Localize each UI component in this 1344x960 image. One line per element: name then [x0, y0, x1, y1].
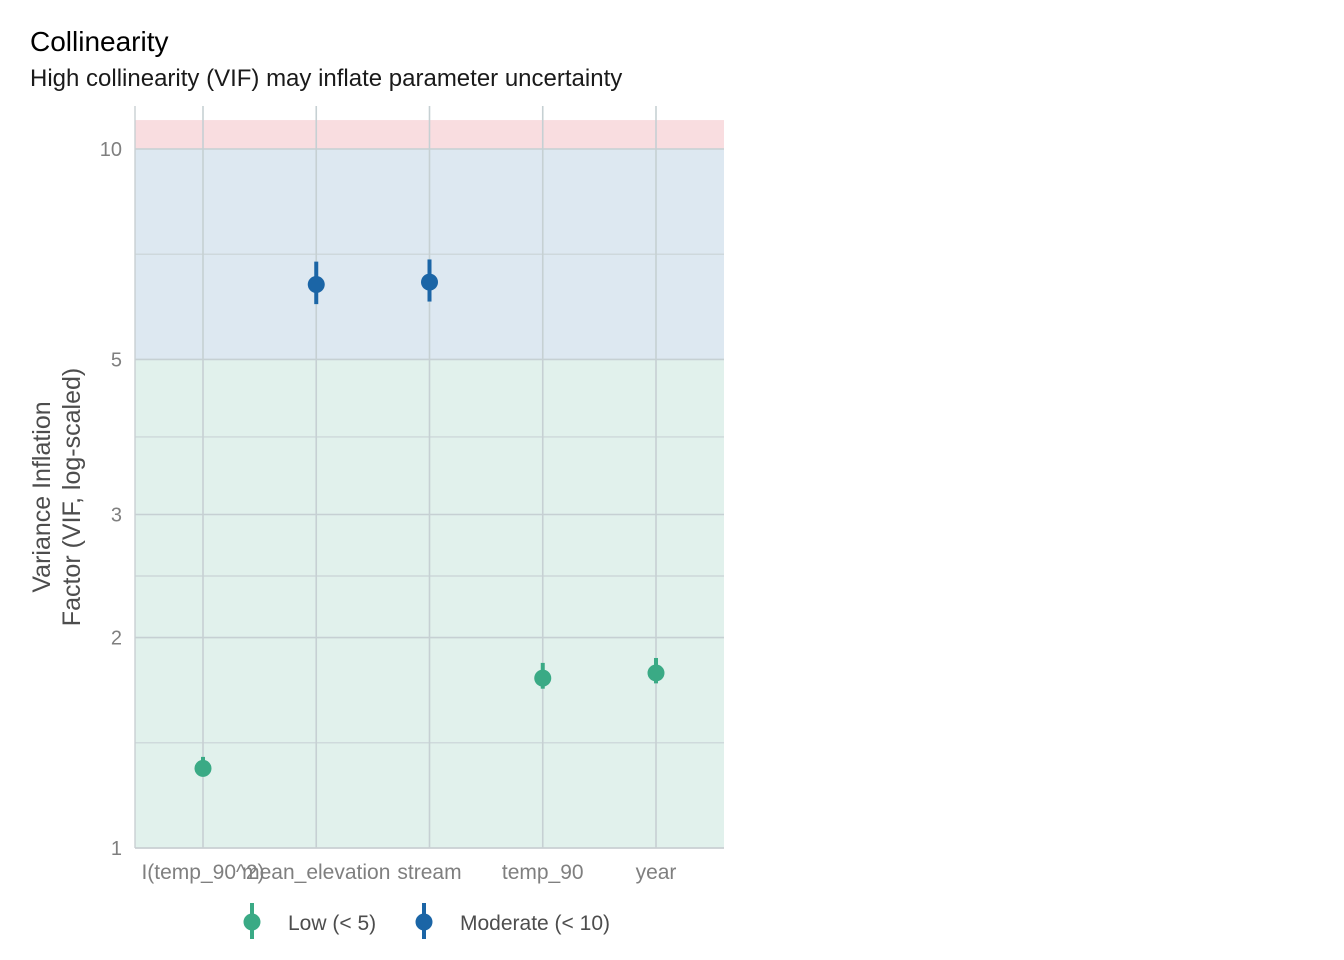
- y-tick-label: 5: [111, 349, 122, 371]
- chart-subtitle: High collinearity (VIF) may inflate para…: [30, 65, 623, 92]
- y-tick-label: 2: [111, 628, 122, 650]
- x-tick-label: I(temp_90^2): [141, 861, 264, 884]
- x-tick-label: stream: [397, 861, 461, 884]
- vif-point: [307, 275, 325, 293]
- x-tick-label: mean_elevation: [242, 861, 390, 884]
- x-tick-label: temp_90: [502, 861, 584, 884]
- legend-key-point: [415, 913, 433, 931]
- vif-point: [534, 669, 552, 687]
- vif-point: [647, 664, 665, 682]
- legend-label: Moderate (< 10): [460, 912, 610, 935]
- chart-title: Collinearity: [30, 26, 169, 57]
- y-axis-title-line: Variance Inflation: [28, 401, 56, 592]
- legend-key-point: [243, 913, 261, 931]
- x-tick-label: year: [636, 861, 677, 884]
- vif-point: [421, 273, 438, 291]
- y-axis-title-line: Factor (VIF, log-scaled): [58, 368, 86, 626]
- vif-point: [194, 759, 212, 777]
- y-tick-label: 10: [100, 139, 122, 161]
- y-tick-label: 1: [111, 838, 122, 860]
- legend-label: Low (< 5): [288, 912, 376, 935]
- y-tick-label: 3: [111, 504, 122, 526]
